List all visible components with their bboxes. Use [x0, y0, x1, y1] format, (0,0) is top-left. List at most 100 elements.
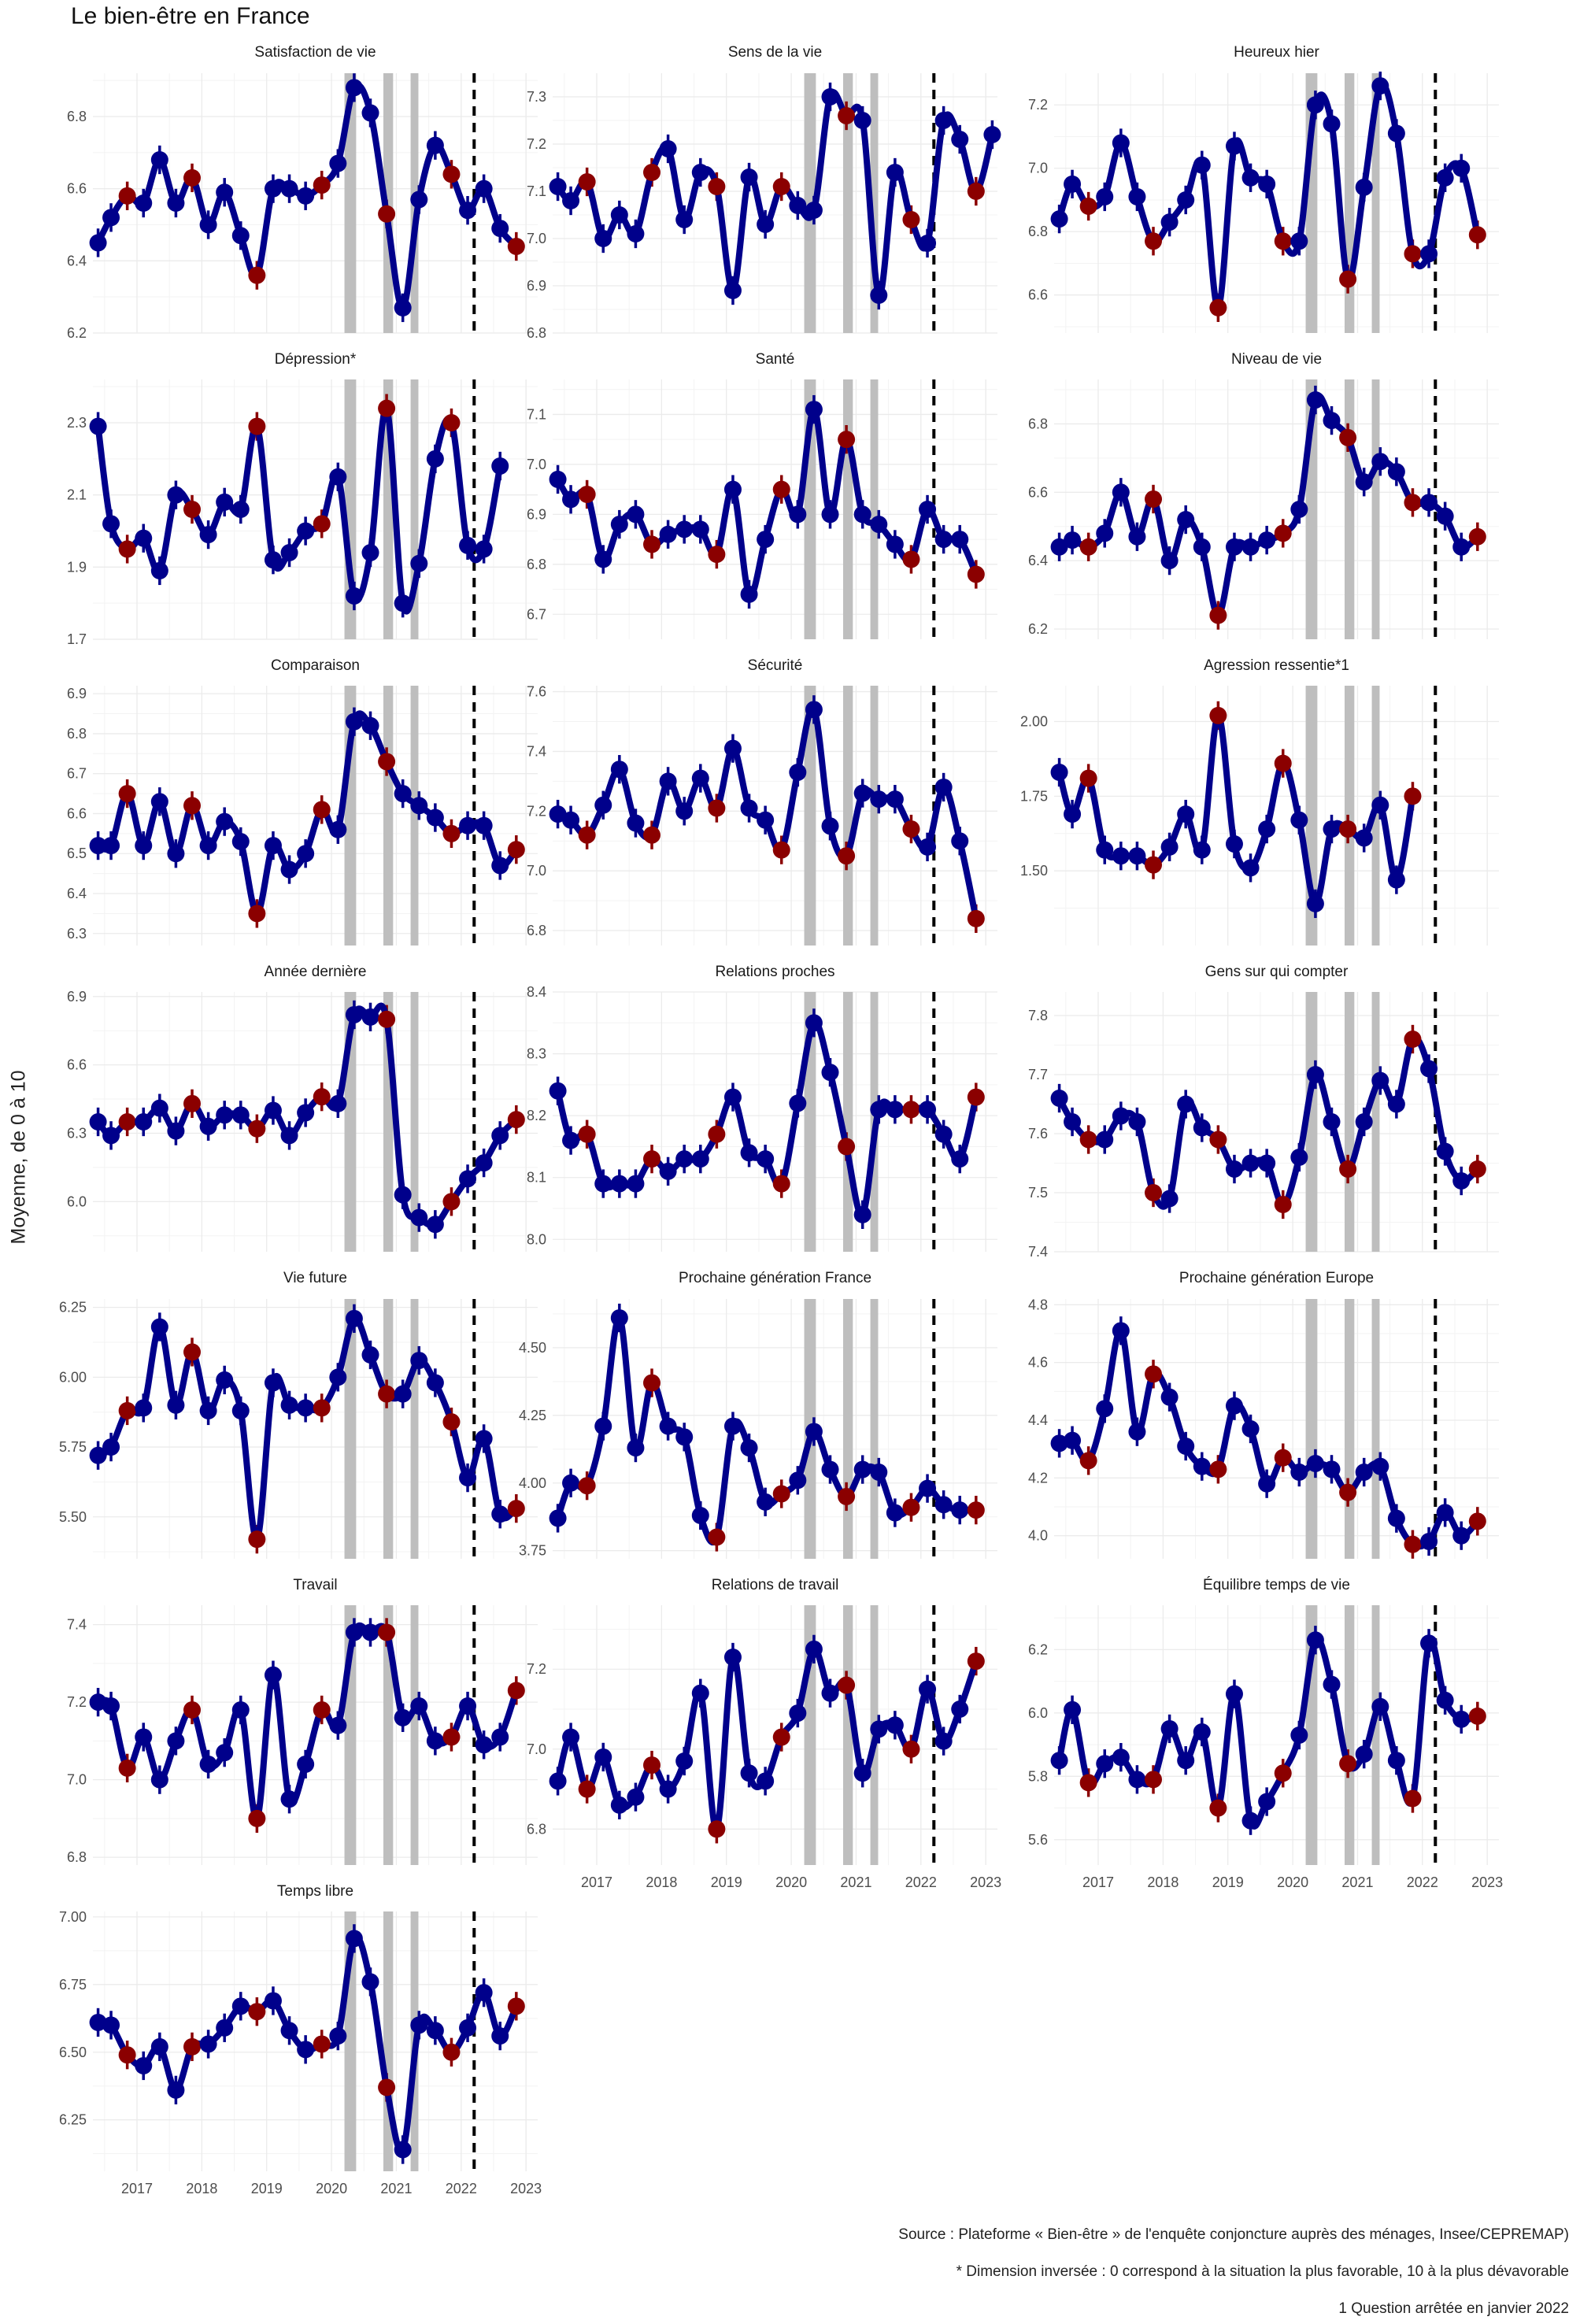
lockdown-shade [870, 379, 879, 639]
panel: Prochaine génération Europe 4.0 4.2 4.4 4.6 4… [1028, 1270, 1499, 1559]
data-point [1306, 96, 1324, 114]
lockdown-shade [410, 992, 419, 1252]
data-point [821, 817, 839, 835]
data-point [1050, 1752, 1068, 1770]
lockdown-shade [383, 1299, 394, 1559]
data-point [1096, 841, 1114, 859]
data-point-highlight [772, 178, 790, 195]
y-tick-label: 6.8 [67, 726, 87, 742]
y-tick-label: 6.6 [1028, 287, 1048, 303]
data-point [675, 802, 694, 820]
x-tick-label: 2020 [316, 2181, 347, 2196]
data-point-highlight [838, 107, 856, 124]
panel: Temps libre 6.25 6.50 6.75 7.00 2017 2018 2019 2… [59, 1883, 542, 2196]
data-point [919, 235, 937, 252]
y-tick-label: 6.25 [59, 2112, 87, 2128]
data-point [675, 520, 694, 538]
data-point [740, 168, 758, 186]
data-point-highlight [643, 164, 661, 181]
data-point [805, 1640, 823, 1658]
data-point [723, 480, 742, 498]
y-tick-label: 7.2 [67, 1694, 87, 1710]
y-tick-label: 7.4 [527, 743, 546, 759]
data-point [951, 1501, 969, 1519]
data-point [361, 1008, 379, 1026]
data-point [297, 2041, 315, 2059]
data-point [1112, 1322, 1130, 1340]
data-point [691, 1150, 709, 1168]
panel-title: Sécurité [748, 657, 803, 674]
data-point [361, 1623, 379, 1641]
data-point [475, 1736, 493, 1754]
panel: Santé 6.7 6.8 6.9 7.0 7.1 [527, 351, 997, 639]
data-point [199, 1401, 217, 1419]
data-point [723, 1088, 742, 1106]
data-point [1452, 1172, 1471, 1190]
x-tick-label: 2017 [581, 1874, 612, 1890]
y-tick-label: 5.8 [1028, 1768, 1048, 1784]
panel: Dépression* 1.7 1.9 2.1 2.3 [67, 351, 538, 647]
data-point [1436, 168, 1454, 187]
panel-title: Année dernière [265, 964, 367, 980]
lockdown-shade [1371, 1605, 1380, 1865]
data-point [89, 234, 107, 252]
data-point [410, 1352, 428, 1370]
data-point [491, 857, 509, 875]
data-point [610, 1175, 628, 1193]
y-tick-label: 7.6 [527, 684, 546, 700]
lockdown-shade [842, 992, 853, 1252]
lockdown-shade [1344, 686, 1355, 946]
data-point [1225, 1397, 1243, 1415]
data-point [150, 561, 168, 579]
data-point [1371, 1697, 1389, 1715]
data-point [150, 793, 168, 811]
data-point [1160, 1190, 1179, 1208]
x-tick-label: 2022 [1407, 1874, 1438, 1890]
data-point-highlight [183, 797, 202, 815]
data-point-highlight [1079, 1774, 1097, 1792]
y-tick-label: 1.9 [67, 559, 87, 575]
data-point-highlight [902, 550, 920, 568]
data-point-highlight [708, 799, 726, 817]
data-point [1420, 1060, 1438, 1078]
panel-title: Satisfaction de vie [254, 44, 376, 61]
series-line [554, 1645, 979, 1833]
data-point [426, 1374, 444, 1392]
data-point [1241, 538, 1260, 556]
lockdown-shade [344, 1299, 357, 1559]
data-point [789, 764, 807, 781]
data-point [1420, 1634, 1438, 1652]
data-point [821, 505, 839, 524]
data-point [394, 1708, 412, 1726]
data-point-highlight [578, 1780, 596, 1798]
data-point [264, 1992, 282, 2010]
data-point [675, 1752, 694, 1770]
y-tick-label: 4.00 [519, 1475, 546, 1491]
data-point-highlight [578, 826, 596, 844]
data-point [1258, 820, 1276, 838]
data-point-highlight [1079, 1452, 1097, 1470]
data-point [1371, 453, 1389, 471]
data-point [1387, 1095, 1405, 1113]
data-point [167, 845, 185, 863]
data-point [135, 1113, 153, 1131]
y-tick-label: 7.0 [527, 1741, 546, 1757]
data-point [1050, 538, 1068, 556]
data-point [1193, 1119, 1211, 1137]
y-tick-label: 6.00 [59, 1369, 87, 1385]
data-point [329, 820, 347, 838]
data-point [1387, 463, 1405, 481]
data-point-highlight [1145, 232, 1163, 250]
data-point-highlight [248, 1809, 266, 1827]
data-point [1436, 1691, 1454, 1709]
y-tick-label: 7.1 [527, 406, 546, 422]
y-tick-label: 7.6 [1028, 1126, 1048, 1142]
data-point [89, 837, 107, 855]
data-point-highlight [507, 1682, 525, 1700]
data-point [135, 1728, 153, 1746]
data-point [659, 140, 677, 157]
data-point [491, 1127, 509, 1145]
y-tick-label: 1.75 [1020, 788, 1048, 804]
data-point [627, 1788, 645, 1806]
data-point [1290, 1464, 1308, 1481]
